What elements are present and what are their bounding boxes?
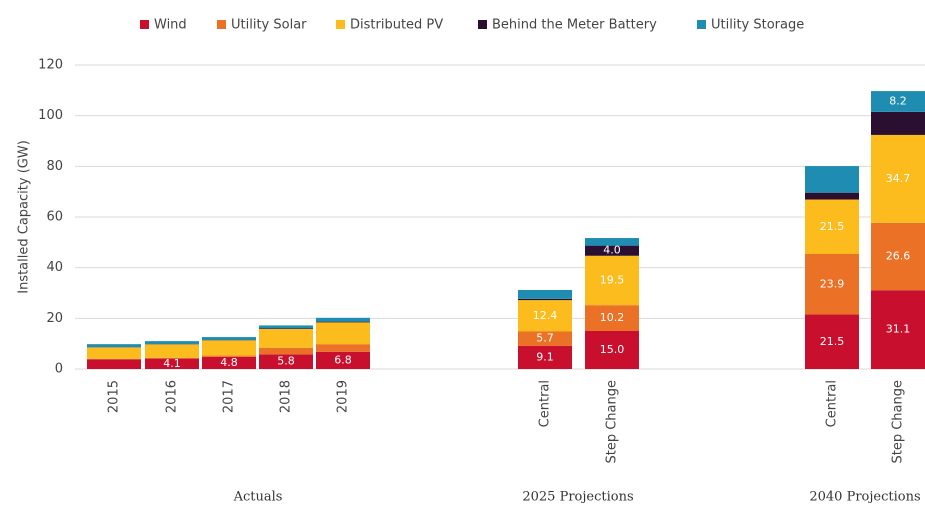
data-label: 21.5 xyxy=(820,220,845,233)
bar-segment xyxy=(259,354,313,369)
bar-segment xyxy=(202,337,256,341)
x-tick-label: 2019 xyxy=(336,380,351,413)
y-tick-label: 20 xyxy=(46,311,63,326)
data-label: 23.9 xyxy=(820,277,845,290)
legend-label: Distributed PV xyxy=(350,18,443,33)
bar-segment xyxy=(202,340,256,356)
bar-segment xyxy=(805,199,859,254)
y-tick-label: 120 xyxy=(38,58,63,73)
bar-segment xyxy=(805,253,859,315)
bar-segment xyxy=(871,111,925,135)
bar-segment xyxy=(259,328,313,329)
bar-segment xyxy=(871,91,925,112)
bar-segment xyxy=(87,344,141,348)
x-tick-label: Step Change xyxy=(605,380,620,464)
data-label: 4.0 xyxy=(603,244,621,257)
bar-segment xyxy=(145,358,199,369)
data-label: 5.7 xyxy=(536,332,554,345)
bar-segment xyxy=(871,222,925,291)
bar-segment xyxy=(145,341,199,345)
legend-swatch xyxy=(140,20,149,29)
bar-segment xyxy=(316,344,370,352)
legend-label: Utility Storage xyxy=(711,18,804,33)
bar-segment xyxy=(87,359,141,369)
bar-segment xyxy=(87,347,141,359)
bar-segment xyxy=(518,289,572,299)
bar-segment xyxy=(585,305,639,331)
bar-segment xyxy=(316,317,370,322)
bar-segment xyxy=(202,356,256,369)
data-label: 19.5 xyxy=(600,273,625,286)
bar-segment xyxy=(518,300,572,332)
data-label: 5.8 xyxy=(277,355,295,368)
legend-swatch xyxy=(697,20,706,29)
data-label: 15.0 xyxy=(600,343,625,356)
bar-segment xyxy=(518,331,572,346)
data-label: 34.7 xyxy=(886,172,911,185)
bar-segment xyxy=(259,325,313,329)
bar-segment xyxy=(316,321,370,323)
legend-label: Utility Solar xyxy=(231,18,307,33)
data-label: 6.8 xyxy=(334,353,352,366)
bar-segment xyxy=(585,255,639,306)
y-tick-label: 0 xyxy=(55,362,63,377)
group-label: Actuals xyxy=(233,490,283,505)
data-label: 8.2 xyxy=(889,94,907,107)
bar-segment xyxy=(871,134,925,223)
bar-segment xyxy=(316,322,370,345)
legend-swatch xyxy=(217,20,226,29)
x-tick-label: 2017 xyxy=(222,380,237,413)
legend-swatch xyxy=(478,20,487,29)
bar-segment xyxy=(585,331,639,369)
data-label: 31.1 xyxy=(886,323,911,336)
data-label: 26.6 xyxy=(886,250,911,263)
x-tick-label: Central xyxy=(825,380,840,427)
bar-segment xyxy=(585,245,639,256)
bar-segment xyxy=(518,345,572,369)
bar-segment xyxy=(805,166,859,193)
legend-swatch xyxy=(336,20,345,29)
x-tick-label: Central xyxy=(538,380,553,427)
data-label: 21.5 xyxy=(820,335,845,348)
bar-segment xyxy=(316,351,370,369)
y-axis-label: Installed Capacity (GW) xyxy=(17,140,32,294)
data-label: 4.1 xyxy=(163,357,181,370)
y-tick-label: 40 xyxy=(46,260,63,275)
legend-label: Wind xyxy=(154,18,187,33)
x-tick-label: Step Change xyxy=(891,380,906,464)
bar-segment xyxy=(202,355,256,357)
bar-segment xyxy=(259,328,313,348)
bar-segment xyxy=(145,357,199,359)
y-tick-label: 100 xyxy=(38,108,63,123)
bar-segment xyxy=(518,298,572,301)
data-label: 9.1 xyxy=(536,350,554,363)
bar-segment xyxy=(871,290,925,369)
data-label: 10.2 xyxy=(600,311,625,324)
y-tick-label: 60 xyxy=(46,210,63,225)
group-label: 2025 Projections xyxy=(522,490,633,505)
bar-segment xyxy=(145,344,199,358)
bar-segment xyxy=(805,314,859,369)
x-tick-label: 2015 xyxy=(107,380,122,413)
data-label: 4.8 xyxy=(220,356,238,369)
y-tick-label: 80 xyxy=(46,159,63,174)
bar-segment xyxy=(805,192,859,200)
legend-label: Behind the Meter Battery xyxy=(492,18,657,33)
bar-segment xyxy=(87,358,141,360)
x-tick-label: 2018 xyxy=(279,380,294,413)
group-label: 2040 Projections xyxy=(809,490,920,505)
bar-segment xyxy=(585,238,639,246)
data-label: 12.4 xyxy=(533,309,558,322)
bar-segment xyxy=(259,347,313,355)
x-tick-label: 2016 xyxy=(165,380,180,413)
